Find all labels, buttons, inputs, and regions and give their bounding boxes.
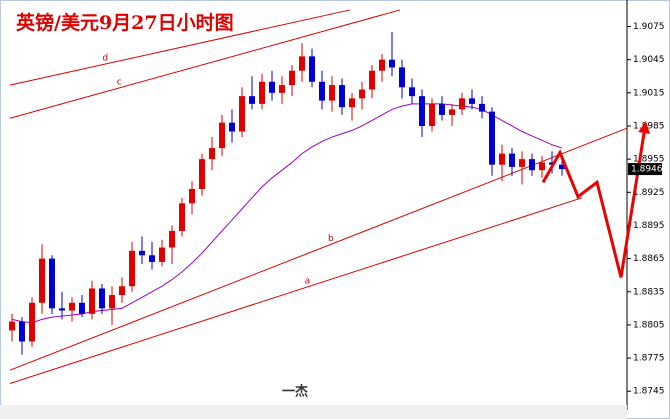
trend-label: a	[305, 276, 311, 286]
y-tick-label: 1.8985	[633, 121, 665, 131]
y-tick-label: 1.8925	[633, 188, 665, 198]
candle-body	[279, 85, 285, 93]
candle-body	[179, 203, 185, 231]
candle-body	[89, 288, 95, 314]
candle-body	[99, 288, 105, 309]
candle-body	[329, 85, 335, 101]
candle-body	[469, 98, 475, 104]
candle-body	[239, 96, 245, 132]
candle-body	[19, 321, 25, 342]
y-tick-label: 1.9015	[633, 88, 665, 98]
bottom-strip	[0, 405, 627, 419]
candle-body	[539, 162, 545, 171]
candle-body	[29, 302, 35, 342]
candle-body	[259, 81, 265, 104]
trend-line	[9, 127, 628, 371]
candle-body	[399, 67, 405, 88]
watermark: 一杰	[282, 384, 308, 400]
y-tick-label: 1.8775	[633, 354, 665, 364]
candle-body	[249, 96, 255, 104]
moving-average	[11, 103, 563, 324]
trend-label: c	[117, 77, 122, 87]
candle-body	[449, 109, 455, 115]
candle-body	[509, 153, 515, 167]
candle-body	[149, 255, 155, 262]
candle-body	[409, 87, 415, 97]
candle-body	[319, 81, 325, 101]
y-tick-label: 1.8805	[633, 320, 665, 330]
candle-body	[429, 103, 435, 126]
chart-title: 英镑/美元9月27日小时图	[16, 11, 234, 34]
candle-body	[459, 98, 465, 110]
candle-body	[139, 250, 145, 256]
candle-body	[189, 188, 195, 204]
candle-body	[339, 85, 345, 108]
candle-body	[209, 148, 215, 160]
candle-body	[479, 103, 485, 112]
candle-body	[299, 56, 305, 71]
candle-body	[219, 122, 225, 149]
last-price-box	[628, 163, 662, 176]
y-tick-label: 1.8865	[633, 254, 665, 264]
trend-label: b	[328, 234, 334, 244]
candle-body	[439, 103, 445, 115]
candle-body	[49, 258, 55, 309]
y-tick-label: 1.8835	[633, 287, 665, 297]
candle-body	[269, 81, 275, 93]
candle-body	[169, 230, 175, 248]
y-tick-label: 1.8955	[633, 155, 665, 165]
candle-body	[369, 70, 375, 90]
candle-body	[39, 258, 45, 303]
candle-body	[379, 59, 385, 71]
candle-body	[199, 159, 205, 189]
trend-line	[9, 9, 401, 119]
trend-label: d	[102, 54, 108, 64]
candle-body	[499, 153, 505, 165]
candle-body	[289, 70, 295, 86]
candle-body	[529, 159, 535, 171]
candle-body	[159, 247, 165, 262]
candle-body	[79, 302, 85, 314]
forecast-arrow	[541, 121, 650, 278]
y-tick-label: 1.8745	[633, 387, 665, 397]
candle-body	[489, 111, 495, 165]
candle-body	[309, 56, 315, 82]
candle-body	[559, 164, 565, 170]
candle-body	[109, 295, 115, 309]
candle-body	[119, 286, 125, 296]
candle-body	[59, 308, 65, 311]
candle-body	[389, 59, 395, 68]
trend-line	[9, 9, 351, 86]
candle-body	[229, 122, 235, 132]
y-tick-label: 1.9075	[633, 22, 665, 32]
candle-body	[129, 250, 135, 287]
candle-body	[359, 89, 365, 99]
y-tick-label: 1.9045	[633, 55, 665, 65]
candle-body	[349, 98, 355, 108]
candle-body	[9, 321, 15, 331]
last-price-label: 1.8946	[631, 165, 663, 175]
trend-line	[9, 197, 583, 384]
candle-body	[419, 96, 425, 126]
candle-body	[519, 159, 525, 167]
y-tick-label: 1.8895	[633, 221, 665, 231]
candle-body	[69, 302, 75, 311]
